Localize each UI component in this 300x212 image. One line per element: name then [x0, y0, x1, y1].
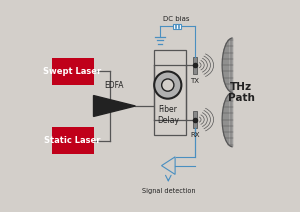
Text: Signal detection: Signal detection — [142, 188, 195, 194]
Bar — [173, 24, 181, 29]
Polygon shape — [94, 96, 135, 116]
Text: TX: TX — [190, 78, 200, 84]
Text: EDFA: EDFA — [105, 81, 124, 90]
Text: Swept Laser: Swept Laser — [44, 67, 102, 76]
Polygon shape — [222, 92, 233, 147]
Circle shape — [154, 71, 182, 99]
Bar — [52, 58, 94, 85]
Polygon shape — [222, 38, 233, 92]
Polygon shape — [161, 157, 175, 174]
Bar — [193, 57, 197, 74]
Text: THz
Path: THz Path — [228, 82, 254, 103]
Bar — [52, 127, 94, 154]
Bar — [154, 50, 186, 135]
Text: Fiber
Delay: Fiber Delay — [157, 105, 179, 126]
Text: DC bias: DC bias — [163, 16, 189, 22]
Circle shape — [162, 79, 174, 91]
Text: Static Laser: Static Laser — [44, 136, 101, 145]
Text: RX: RX — [190, 132, 200, 138]
Bar — [193, 111, 197, 128]
